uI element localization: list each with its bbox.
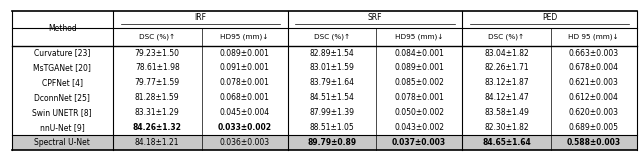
Text: IRF: IRF — [195, 13, 206, 22]
Bar — [12, 135, 637, 150]
Text: 0.620±0.003: 0.620±0.003 — [569, 108, 619, 117]
Text: 78.61±1.98: 78.61±1.98 — [135, 63, 180, 73]
Text: 84.12±1.47: 84.12±1.47 — [484, 93, 529, 102]
Text: 83.31±1.29: 83.31±1.29 — [135, 108, 180, 117]
Text: 83.01±1.59: 83.01±1.59 — [309, 63, 355, 73]
Text: 0.612±0.004: 0.612±0.004 — [569, 93, 619, 102]
Text: 0.078±0.001: 0.078±0.001 — [394, 93, 444, 102]
Text: 0.689±0.005: 0.689±0.005 — [569, 123, 619, 132]
Text: MsTGANet [20]: MsTGANet [20] — [33, 63, 91, 73]
Text: 88.51±1.05: 88.51±1.05 — [310, 123, 354, 132]
Text: Spectral U-Net: Spectral U-Net — [35, 138, 90, 147]
Text: 0.678±0.004: 0.678±0.004 — [569, 63, 619, 73]
Text: SRF: SRF — [367, 13, 382, 22]
Text: 84.26±1.32: 84.26±1.32 — [133, 123, 182, 132]
Text: 82.89±1.54: 82.89±1.54 — [310, 48, 354, 58]
Text: 0.091±0.001: 0.091±0.001 — [220, 63, 269, 73]
Text: 84.51±1.54: 84.51±1.54 — [309, 93, 355, 102]
Text: 82.30±1.82: 82.30±1.82 — [484, 123, 529, 132]
Text: HD 95 (mm)↓: HD 95 (mm)↓ — [568, 34, 619, 40]
Text: 83.12±1.87: 83.12±1.87 — [484, 78, 529, 87]
Text: Method: Method — [48, 24, 77, 33]
Text: 0.033±0.002: 0.033±0.002 — [218, 123, 271, 132]
Text: HD95 (mm)↓: HD95 (mm)↓ — [220, 34, 269, 40]
Text: 83.04±1.82: 83.04±1.82 — [484, 48, 529, 58]
Text: DconnNet [25]: DconnNet [25] — [35, 93, 90, 102]
Text: DSC (%)↑: DSC (%)↑ — [488, 34, 525, 40]
Text: 79.23±1.50: 79.23±1.50 — [135, 48, 180, 58]
Text: 79.77±1.59: 79.77±1.59 — [134, 78, 180, 87]
Text: 0.078±0.001: 0.078±0.001 — [220, 78, 269, 87]
Text: 0.089±0.001: 0.089±0.001 — [220, 48, 269, 58]
Text: HD95 (mm)↓: HD95 (mm)↓ — [395, 34, 444, 40]
Text: 82.26±1.71: 82.26±1.71 — [484, 63, 529, 73]
Text: 84.18±1.21: 84.18±1.21 — [135, 138, 179, 147]
Text: 0.045±0.004: 0.045±0.004 — [220, 108, 269, 117]
Text: 84.65±1.64: 84.65±1.64 — [482, 138, 531, 147]
Text: PED: PED — [542, 13, 557, 22]
Text: 0.085±0.002: 0.085±0.002 — [394, 78, 444, 87]
Text: 83.58±1.49: 83.58±1.49 — [484, 108, 529, 117]
Text: 0.050±0.002: 0.050±0.002 — [394, 108, 444, 117]
Text: 0.089±0.001: 0.089±0.001 — [394, 63, 444, 73]
Text: 89.79±0.89: 89.79±0.89 — [307, 138, 356, 147]
Text: Curvature [23]: Curvature [23] — [34, 48, 90, 58]
Text: nnU-Net [9]: nnU-Net [9] — [40, 123, 84, 132]
Text: 0.068±0.001: 0.068±0.001 — [220, 93, 269, 102]
Text: 0.043±0.002: 0.043±0.002 — [394, 123, 444, 132]
Text: 0.588±0.003: 0.588±0.003 — [567, 138, 621, 147]
Text: DSC (%)↑: DSC (%)↑ — [314, 34, 350, 40]
Text: 81.28±1.59: 81.28±1.59 — [135, 93, 180, 102]
Text: 87.99±1.39: 87.99±1.39 — [309, 108, 355, 117]
Text: 0.621±0.003: 0.621±0.003 — [569, 78, 619, 87]
Text: 0.663±0.003: 0.663±0.003 — [569, 48, 619, 58]
Text: Swin UNETR [8]: Swin UNETR [8] — [33, 108, 92, 117]
Text: 0.037±0.003: 0.037±0.003 — [392, 138, 446, 147]
Text: 83.79±1.64: 83.79±1.64 — [309, 78, 355, 87]
Text: 0.036±0.003: 0.036±0.003 — [220, 138, 269, 147]
Text: 0.084±0.001: 0.084±0.001 — [394, 48, 444, 58]
Text: DSC (%)↑: DSC (%)↑ — [139, 34, 175, 40]
Text: CPFNet [4]: CPFNet [4] — [42, 78, 83, 87]
